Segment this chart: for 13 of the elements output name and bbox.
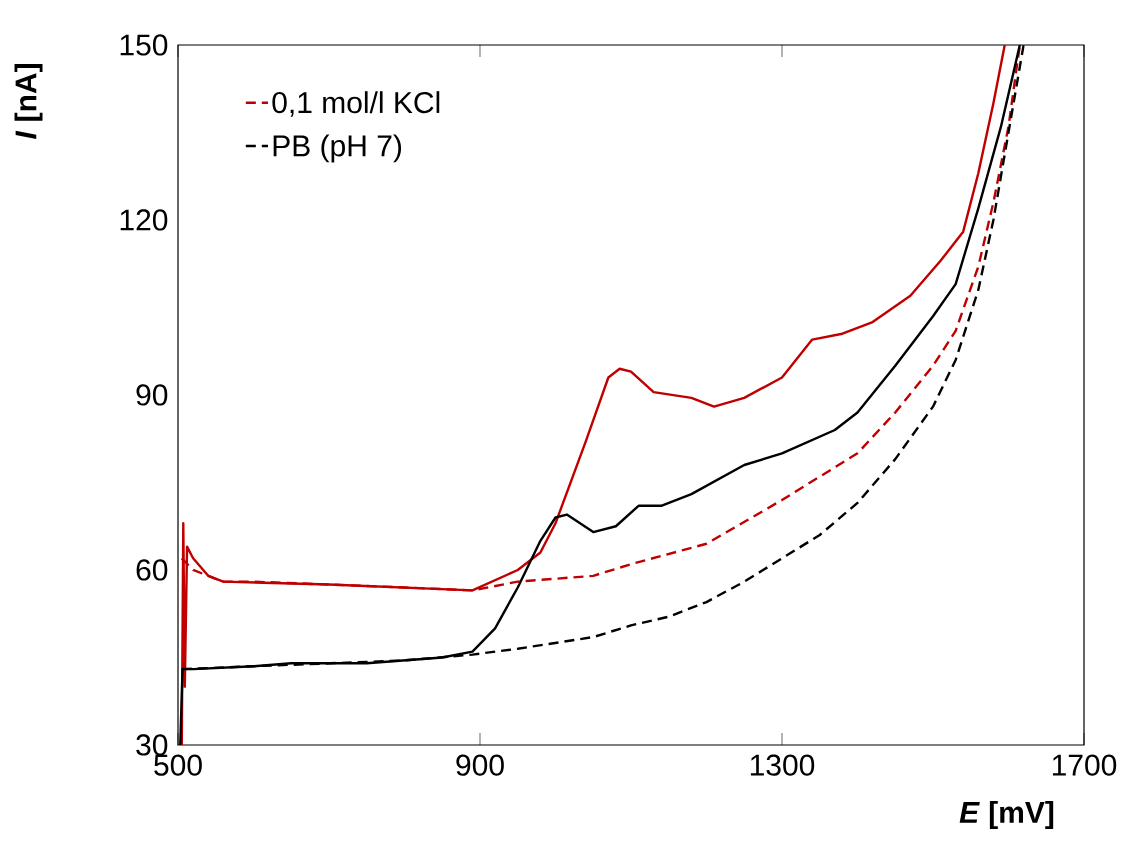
x-axis-title: E [mV]: [959, 801, 1054, 829]
y-tick-label: 30: [136, 734, 168, 756]
y-axis-title: I [nA]: [14, 64, 43, 140]
y-tick-label: 60: [136, 559, 168, 581]
legend-label: PB (pH 7): [273, 134, 402, 163]
y-tick-label: 150: [120, 34, 168, 56]
y-tick-label: 90: [136, 384, 168, 406]
x-tick-label: 500: [154, 754, 202, 776]
x-tick-label: 1700: [1052, 754, 1117, 776]
x-tick-label: 900: [456, 754, 504, 776]
x-tick-label: 1300: [750, 754, 815, 776]
legend-label: 0,1 mol/l KCl: [272, 91, 440, 117]
y-tick-label: 120: [120, 209, 168, 231]
